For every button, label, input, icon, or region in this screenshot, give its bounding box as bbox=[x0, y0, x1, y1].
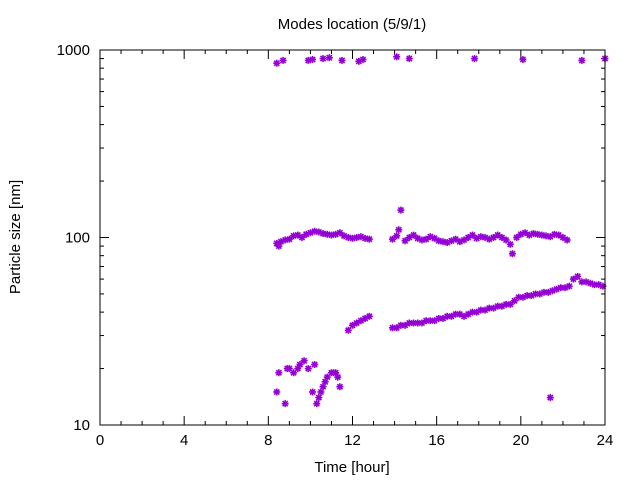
data-point bbox=[578, 56, 586, 64]
data-point bbox=[315, 394, 323, 402]
x-tick-label: 16 bbox=[428, 432, 445, 449]
x-tick-label: 20 bbox=[512, 432, 529, 449]
x-tick-label: 0 bbox=[96, 432, 104, 449]
y-axis-label: Particle size [nm] bbox=[7, 180, 24, 294]
data-point bbox=[279, 56, 287, 64]
data-point bbox=[290, 369, 298, 377]
data-point bbox=[460, 236, 468, 244]
y-tick-label: 10 bbox=[73, 417, 90, 434]
x-axis-label: Time [hour] bbox=[314, 459, 389, 476]
data-point bbox=[563, 236, 571, 244]
data-point bbox=[365, 235, 373, 243]
data-point bbox=[300, 357, 308, 365]
data-point bbox=[365, 312, 373, 320]
data-point bbox=[393, 232, 401, 240]
data-point bbox=[519, 55, 527, 63]
tick-labels: 0 4 8 12 16 20 24 10 100 1000 bbox=[57, 42, 614, 449]
y-tick-label: 1000 bbox=[57, 42, 90, 59]
data-point bbox=[506, 240, 514, 248]
data-point bbox=[471, 55, 479, 63]
data-point bbox=[313, 400, 321, 408]
plot-frame bbox=[99, 49, 606, 426]
data-point bbox=[393, 53, 401, 61]
data-point bbox=[273, 59, 281, 67]
data-point bbox=[334, 373, 342, 381]
data-point bbox=[599, 282, 607, 290]
data-point bbox=[405, 55, 413, 63]
data-point bbox=[304, 365, 312, 373]
data-point bbox=[338, 56, 346, 64]
data-point bbox=[395, 226, 403, 234]
y-tick-label: 100 bbox=[65, 230, 90, 247]
data-point bbox=[344, 326, 352, 334]
x-tick-label: 24 bbox=[597, 432, 614, 449]
x-tick-label: 8 bbox=[264, 432, 272, 449]
data-point bbox=[275, 369, 283, 377]
data-point bbox=[273, 388, 281, 396]
data-point bbox=[546, 394, 554, 402]
data-point bbox=[311, 227, 319, 235]
data-point bbox=[508, 250, 516, 258]
data-point bbox=[319, 55, 327, 63]
data-point bbox=[574, 272, 582, 280]
x-tick-label: 4 bbox=[180, 432, 188, 449]
data-point bbox=[311, 361, 319, 369]
chart-title: Modes location (5/9/1) bbox=[278, 16, 426, 33]
data-point bbox=[309, 388, 317, 396]
x-tick-label: 12 bbox=[344, 432, 361, 449]
data-point bbox=[336, 383, 344, 391]
data-points bbox=[273, 53, 609, 408]
data-point bbox=[309, 55, 317, 63]
data-point bbox=[325, 54, 333, 62]
data-point bbox=[565, 282, 573, 290]
data-point bbox=[359, 55, 367, 63]
data-point bbox=[323, 373, 331, 381]
data-point bbox=[397, 206, 405, 214]
data-point bbox=[281, 400, 289, 408]
